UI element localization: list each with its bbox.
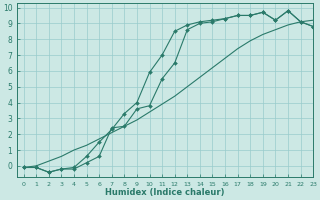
X-axis label: Humidex (Indice chaleur): Humidex (Indice chaleur): [106, 188, 225, 197]
